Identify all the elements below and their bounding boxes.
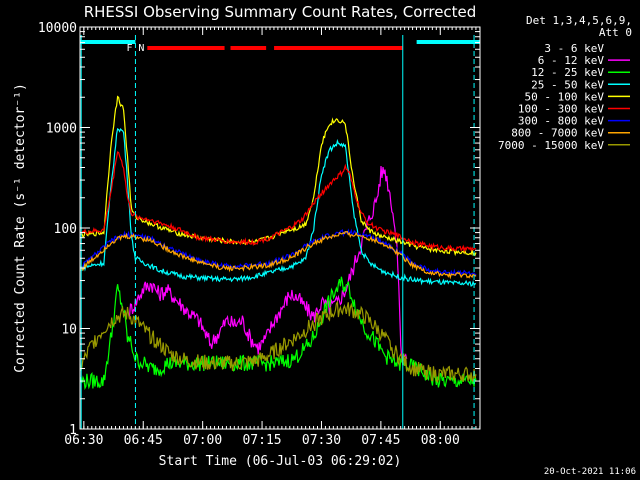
series-line-6-12-kev [128, 165, 408, 362]
flag-label-n: N [138, 43, 144, 54]
x-axis-label: Start Time (06-Jul-03 06:29:02) [159, 454, 402, 469]
series-line-800-7000-kev [79, 230, 477, 280]
axis-layer: 06:30 06:45 07:00 07:15 07:30 07:45 08:00 1 10 10… [38, 21, 481, 448]
x-tick-label: 07:00 [183, 433, 222, 448]
legend-entry-50-100-kev: 50 - 100 keV [525, 90, 605, 103]
x-tick-label: 08:00 [421, 433, 460, 448]
flag-label-f: F [126, 43, 132, 54]
y-tick-label: 100 [54, 222, 77, 237]
series-line-300-800-kev [79, 228, 477, 278]
series-line-25-50-kev [79, 128, 477, 287]
legend-entry-800-7000-kev: 800 - 7000 keV [511, 127, 604, 140]
series-line-50-100-kev [79, 95, 477, 257]
y-tick-label: 10000 [38, 21, 77, 36]
y-tick-label: 10 [61, 323, 77, 338]
legend-entry-7000-15000-kev: 7000 - 15000 keV [498, 139, 604, 152]
legend-entry-300-800-kev: 300 - 800 keV [518, 115, 604, 128]
series-line-7000-15000-kev [79, 300, 477, 384]
y-tick-label: 1 [69, 423, 77, 438]
x-tick-label: 06:45 [124, 433, 163, 448]
x-tick-label: 06:30 [64, 433, 103, 448]
x-tick-label: 07:45 [361, 433, 400, 448]
x-tick-label: 07:15 [242, 433, 281, 448]
footer-timestamp: 20-Oct-2021 11:06 [544, 467, 636, 477]
series-line-100-300-kev [79, 151, 477, 254]
legend-entry-6-12-kev: 6 - 12 keV [538, 54, 605, 67]
y-tick-label: 1000 [46, 122, 77, 137]
y-axis-label: Corrected Count Rate (s⁻¹ detector⁻¹) [13, 83, 28, 373]
chart-title: RHESSI Observing Summary Count Rates, Co… [84, 3, 477, 21]
legend-header-line-1: Det 1,3,4,5,6,9, [526, 14, 632, 27]
legend-entry-12-25-kev: 12 - 25 keV [531, 66, 604, 79]
legend-header-line-2: Att 0 [599, 26, 632, 39]
legend-entry-25-50-kev: 25 - 50 keV [531, 78, 604, 91]
series-layer [79, 95, 477, 432]
x-tick-label: 07:30 [302, 433, 341, 448]
legend-entry-3-6-kev: 3 - 6 keV [544, 42, 604, 55]
legend-entry-100-300-kev: 100 - 300 keV [518, 103, 604, 116]
